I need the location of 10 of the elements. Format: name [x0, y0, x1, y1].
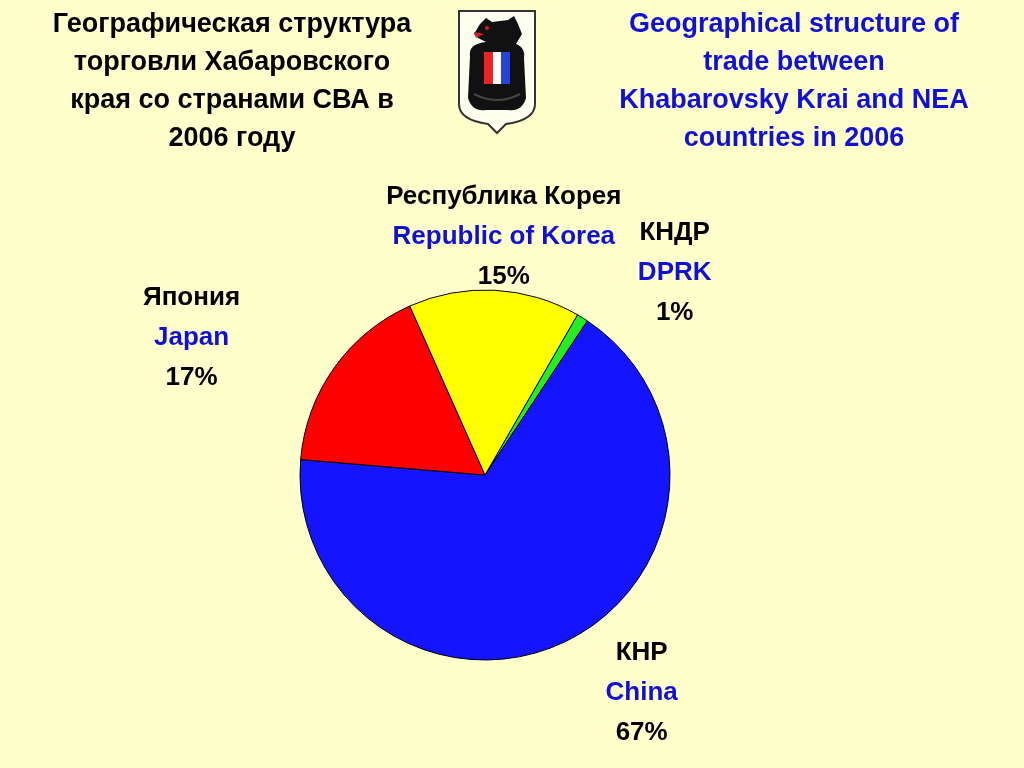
- slice-label: Республика Корея Republic of Korea: [386, 180, 622, 251]
- chart-title: Географическая структура торговли Хабаровского края со странами СВА в 2006 году: [51, 7, 413, 154]
- slice-label: КНДР DPRK: [637, 216, 712, 287]
- data-label: 15%: [477, 260, 530, 291]
- data-label: 17%: [165, 360, 218, 391]
- data-label: 67%: [615, 716, 668, 747]
- data-label: 1%: [655, 296, 694, 327]
- slice-label: Япония Japan: [142, 280, 241, 351]
- slice-label: КНР China: [605, 636, 679, 707]
- text: Geographical structure of trade between Khabarovsky Krai and NEA countries in 2006: [618, 7, 970, 154]
